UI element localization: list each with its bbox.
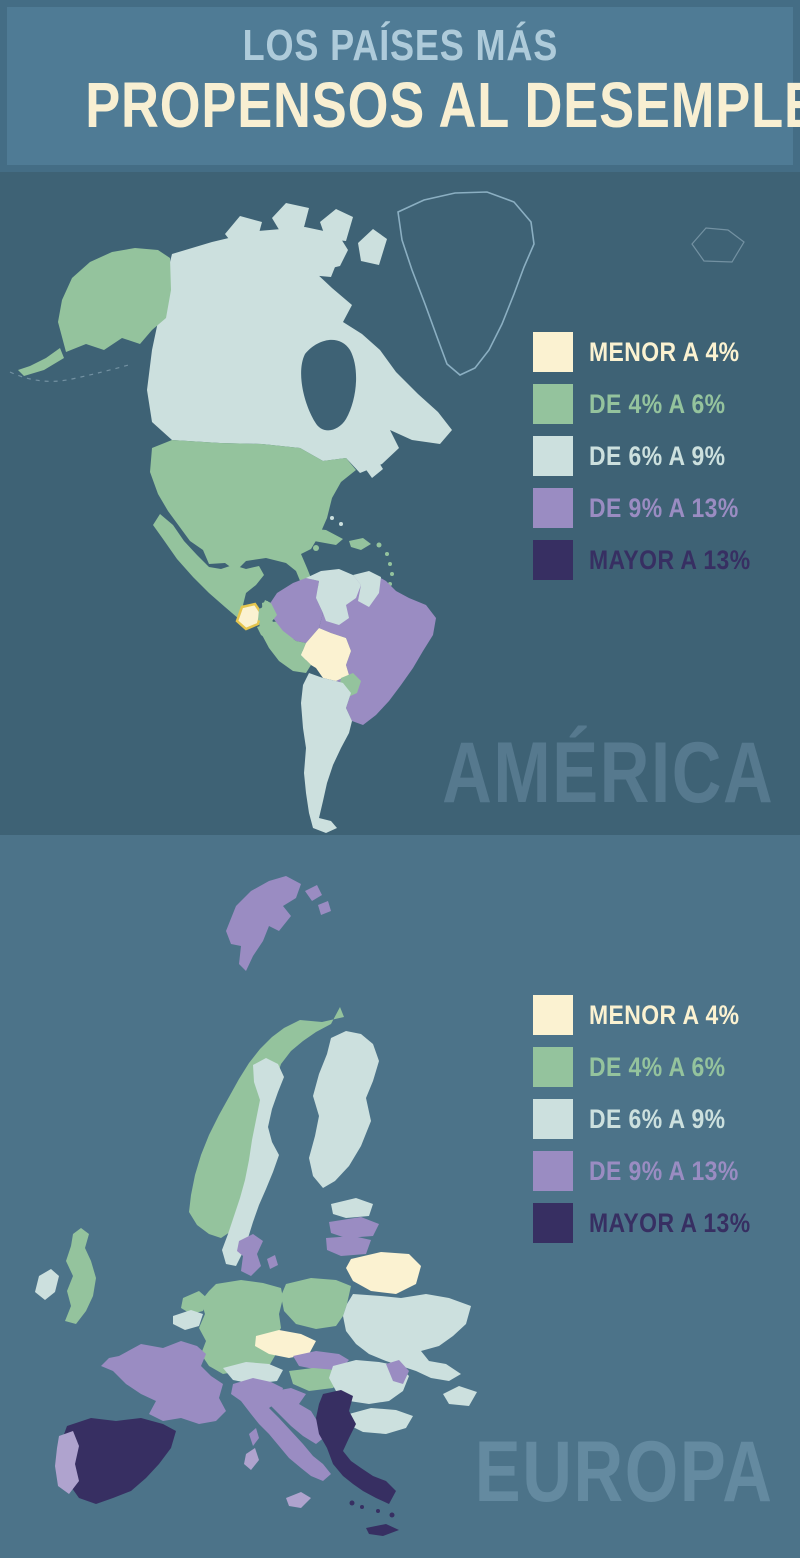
country-slovakia	[293, 1351, 349, 1370]
country-bulgaria	[349, 1408, 413, 1434]
country-greenland-outline	[397, 191, 535, 376]
legend-label: DE 4% A 6%	[589, 388, 726, 419]
country-hungary	[289, 1368, 343, 1391]
country-ireland	[35, 1269, 59, 1300]
country-france	[101, 1341, 226, 1424]
country-cuba	[286, 528, 343, 545]
island-hispaniola	[349, 538, 371, 550]
iceland-outline	[691, 227, 745, 263]
region-serbia-greece	[316, 1390, 396, 1504]
america-map	[9, 191, 745, 833]
country-venezuela	[306, 569, 361, 625]
legend-label: DE 6% A 9%	[589, 1103, 726, 1134]
country-argentina-chile	[301, 673, 352, 833]
legend-item: DE 4% A 6%	[533, 1047, 779, 1087]
country-uk	[65, 1228, 96, 1324]
country-peru	[259, 618, 311, 673]
region-svalbard	[226, 876, 331, 971]
country-norway	[189, 1007, 344, 1238]
section-europa: MENOR A 4% DE 4% A 6% DE 6% A 9% DE 9% A…	[0, 835, 800, 1558]
region-guianas	[353, 571, 381, 607]
legend-swatch-9a13	[533, 488, 573, 528]
country-belarus	[346, 1252, 421, 1294]
page-title-line1-text: LOS PAÍSES MÁS	[242, 21, 558, 70]
page-title-line2-text: PROPENSOS AL DESEMPLEO	[85, 69, 800, 142]
watermark-europa: EUROPA	[475, 1424, 774, 1520]
page-title-line2: PROPENSOS AL DESEMPLEO	[0, 72, 800, 139]
legend-label: MENOR A 4%	[589, 999, 740, 1030]
caribbean-islands	[313, 542, 394, 586]
country-lithuania	[326, 1236, 371, 1256]
country-colombia	[269, 578, 323, 643]
country-netherlands	[181, 1291, 207, 1314]
country-guatemala	[235, 602, 263, 631]
legend-swatch-4a6	[533, 384, 573, 424]
legend-swatch-mayor13	[533, 1203, 573, 1243]
header: LOS PAÍSES MÁS PROPENSOS AL DESEMPLEO	[0, 0, 800, 172]
country-poland	[281, 1278, 351, 1329]
legend-label: MAYOR A 13%	[589, 1207, 751, 1238]
aleutian-islands-outline	[9, 363, 133, 382]
region-croatia-bosnia	[269, 1388, 326, 1444]
legend-item: MENOR A 4%	[533, 332, 779, 372]
country-estonia	[331, 1198, 373, 1218]
country-bolivia	[301, 628, 351, 681]
greek-islands	[349, 1500, 395, 1518]
legend-label: DE 6% A 9%	[589, 440, 726, 471]
legend-item: MAYOR A 13%	[533, 540, 779, 580]
page-title-line1: LOS PAÍSES MÁS	[0, 21, 800, 70]
legend-item: DE 9% A 13%	[533, 488, 779, 528]
legend-label: MAYOR A 13%	[589, 544, 751, 575]
legend-item: DE 6% A 9%	[533, 436, 779, 476]
island-sardinia	[244, 1448, 259, 1470]
legend-swatch-menor4	[533, 995, 573, 1035]
legend-swatch-9a13	[533, 1151, 573, 1191]
legend-swatch-4a6	[533, 1047, 573, 1087]
region-crimea	[443, 1386, 477, 1406]
island-sicily	[286, 1492, 311, 1508]
legend-swatch-mayor13	[533, 540, 573, 580]
country-ecuador	[258, 603, 277, 625]
country-ukraine	[343, 1294, 471, 1381]
country-alaska	[18, 248, 171, 376]
country-moldova	[386, 1360, 409, 1384]
country-czech	[255, 1330, 316, 1358]
legend-label: MENOR A 4%	[589, 336, 740, 367]
legend-swatch-6a9	[533, 1099, 573, 1139]
country-germany	[199, 1280, 283, 1374]
legend-item: DE 9% A 13%	[533, 1151, 779, 1191]
legend-item: DE 4% A 6%	[533, 384, 779, 424]
watermark-america: AMÉRICA	[441, 725, 774, 821]
country-spain	[59, 1418, 176, 1504]
legend-label: DE 9% A 13%	[589, 492, 739, 523]
hudson-bay	[301, 339, 357, 431]
legend-label: DE 9% A 13%	[589, 1155, 739, 1186]
arctic-islands	[225, 203, 387, 478]
section-america: MENOR A 4% DE 4% A 6% DE 6% A 9% DE 9% A…	[0, 172, 800, 835]
country-finland	[309, 1031, 379, 1188]
country-austria	[223, 1362, 283, 1384]
country-italy	[231, 1378, 331, 1481]
country-mexico	[153, 514, 271, 625]
country-sweden	[222, 1058, 284, 1266]
legend-swatch-menor4	[533, 332, 573, 372]
country-denmark	[237, 1234, 278, 1276]
country-latvia	[329, 1217, 379, 1238]
legend-item: MAYOR A 13%	[533, 1203, 779, 1243]
island-crete	[366, 1524, 399, 1536]
legend-swatch-6a9	[533, 436, 573, 476]
legend-item: MENOR A 4%	[533, 995, 779, 1035]
country-portugal	[55, 1431, 79, 1494]
country-canada	[147, 227, 452, 473]
legend-europa: MENOR A 4% DE 4% A 6% DE 6% A 9% DE 9% A…	[533, 995, 779, 1255]
europa-map	[35, 876, 477, 1536]
legend-america: MENOR A 4% DE 4% A 6% DE 6% A 9% DE 9% A…	[533, 332, 779, 592]
island-corsica	[249, 1428, 259, 1446]
country-belgium	[173, 1310, 203, 1330]
legend-item: DE 6% A 9%	[533, 1099, 779, 1139]
legend-label: DE 4% A 6%	[589, 1051, 726, 1082]
country-usa	[150, 440, 356, 588]
bahamas-islands	[330, 516, 343, 526]
